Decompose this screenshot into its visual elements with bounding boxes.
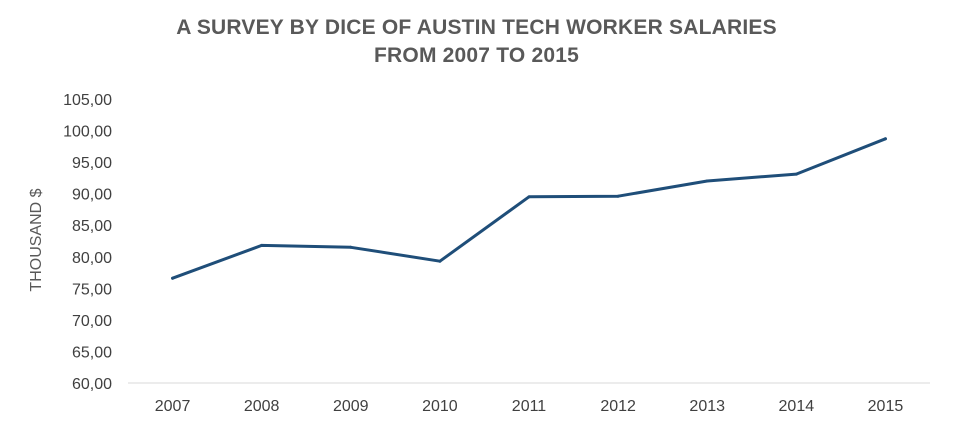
- chart-title: A SURVEY BY DICE OF AUSTIN TECH WORKER S…: [0, 14, 953, 70]
- x-tick-label: 2012: [600, 398, 636, 415]
- data-point: [438, 259, 442, 263]
- y-tick-label: 60,00: [72, 376, 112, 393]
- data-point: [616, 194, 620, 198]
- x-tick-label: 2010: [422, 398, 458, 415]
- x-axis-ticks: 2007 2008 2009 2010 2011 2012 2013 2014 2015: [155, 398, 904, 415]
- x-tick-label: 2009: [333, 398, 369, 415]
- x-tick-label: 2008: [244, 398, 280, 415]
- y-tick-label: 100,00: [63, 124, 112, 141]
- y-tick-label: 90,00: [72, 187, 112, 204]
- data-point: [260, 243, 264, 247]
- y-tick-label: 95,00: [72, 155, 112, 172]
- chart-title-line-1: A SURVEY BY DICE OF AUSTIN TECH WORKER S…: [176, 16, 777, 39]
- x-tick-label: 2011: [512, 398, 547, 415]
- x-tick-label: 2007: [155, 398, 191, 415]
- series-group: [171, 137, 887, 280]
- data-point: [794, 172, 798, 176]
- data-point: [527, 195, 531, 199]
- y-tick-label: 75,00: [72, 281, 112, 298]
- data-point: [883, 137, 887, 141]
- x-tick-label: 2013: [689, 398, 725, 415]
- y-tick-label: 80,00: [72, 250, 112, 267]
- data-point: [349, 245, 353, 249]
- y-tick-label: 105,00: [63, 92, 112, 109]
- chart-title-line-2: FROM 2007 TO 2015: [374, 44, 579, 67]
- data-point: [171, 276, 175, 280]
- data-point: [705, 179, 709, 183]
- x-tick-label: 2014: [779, 398, 815, 415]
- y-tick-label: 65,00: [72, 344, 112, 361]
- y-tick-label: 70,00: [72, 313, 112, 330]
- x-tick-label: 2015: [868, 398, 904, 415]
- y-axis-ticks: 60,00 65,00 70,00 75,00 80,00 85,00 90,00 95,00…: [63, 92, 112, 393]
- series-line: [171, 137, 887, 280]
- y-tick-label: 85,00: [72, 218, 112, 235]
